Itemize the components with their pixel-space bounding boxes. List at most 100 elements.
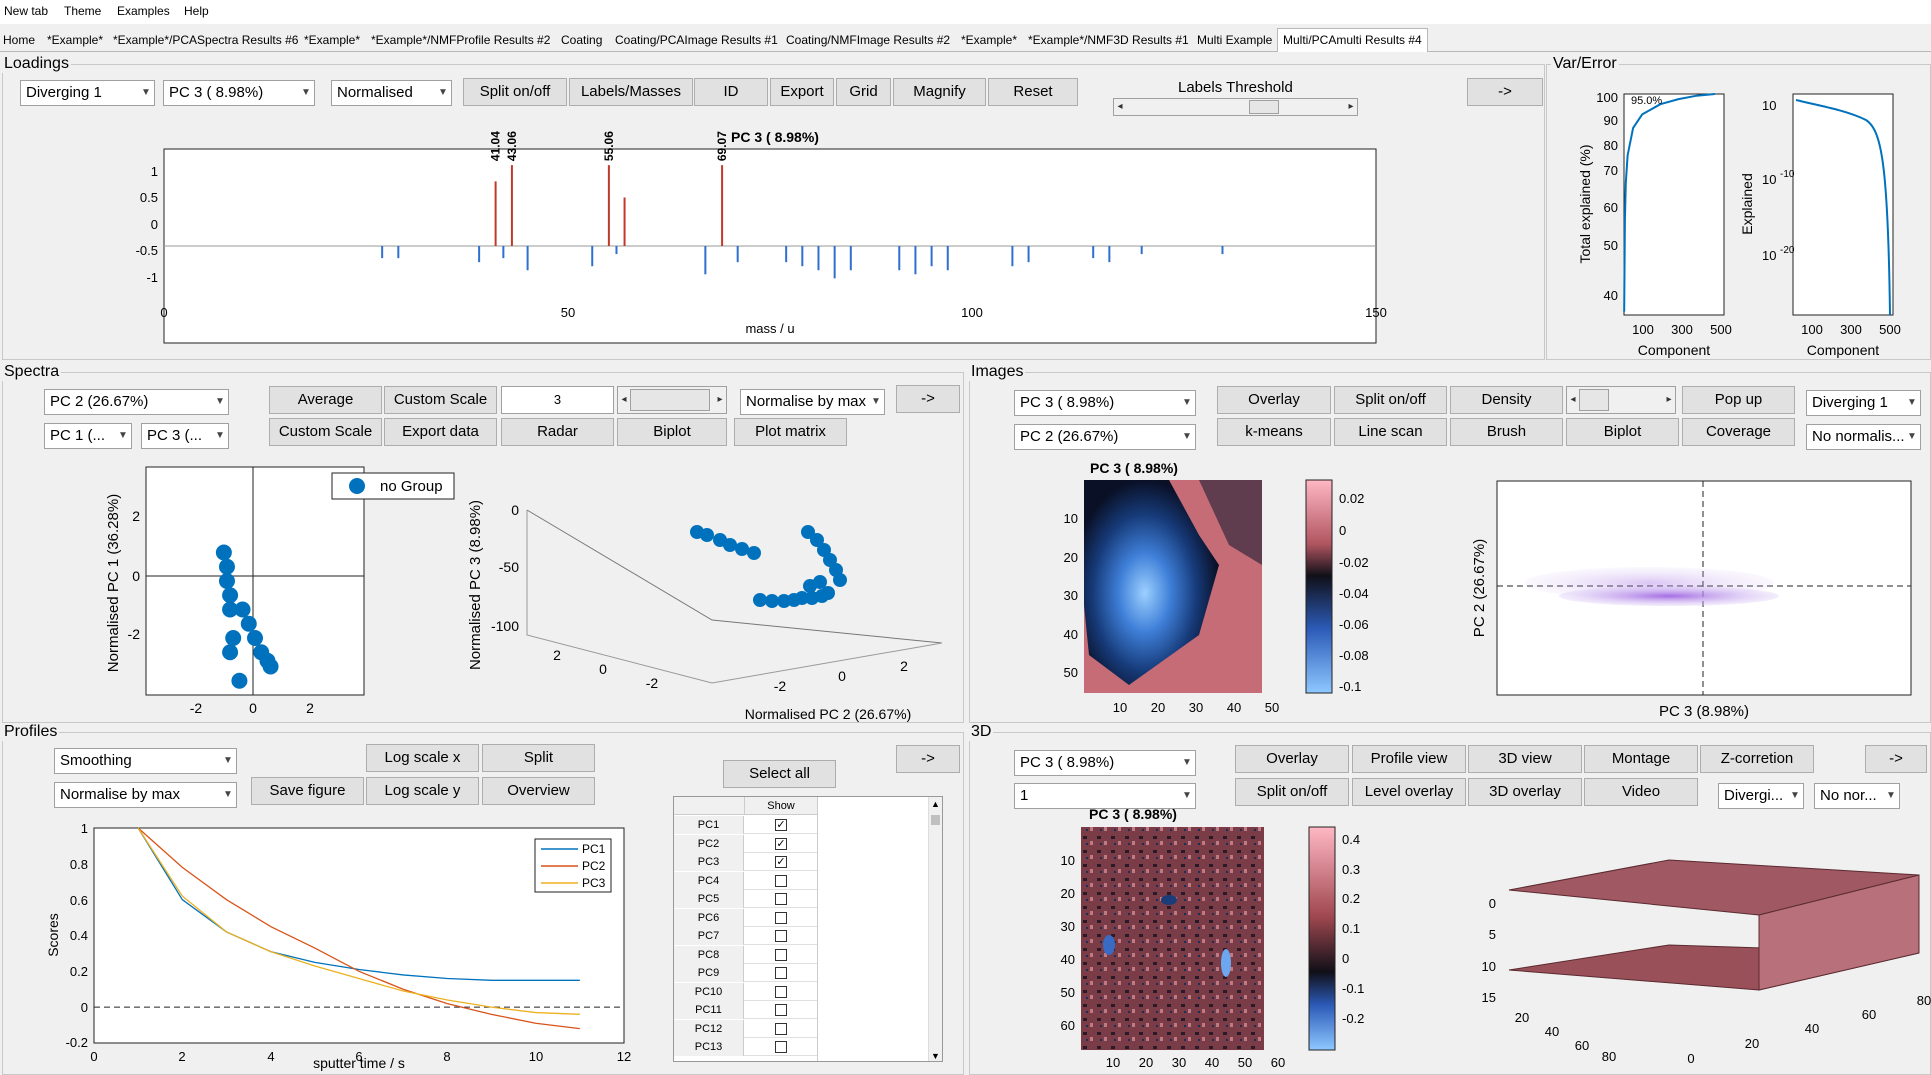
custom-scale-button[interactable]: Custom Scale	[384, 386, 497, 414]
table-row[interactable]: PC13	[674, 1038, 817, 1056]
menu-theme[interactable]: Theme	[64, 4, 102, 18]
tab-example-pcaspectra[interactable]: *Example*/PCASpectra Results #6	[113, 33, 299, 47]
profiles-popout-button[interactable]: ->	[896, 745, 960, 773]
labels-threshold-slider[interactable]: ◂ ▸	[1113, 98, 1358, 116]
show-checkbox[interactable]	[775, 948, 787, 961]
id-button[interactable]: ID	[694, 78, 768, 106]
show-checkbox[interactable]	[775, 930, 787, 942]
loadings-colormap-select[interactable]: Diverging 1 ▼	[20, 80, 155, 106]
export-button[interactable]: Export	[770, 78, 834, 106]
tab-example-nmfprofile[interactable]: *Example*/NMFProfile Results #2	[371, 33, 551, 47]
three-d-overlay-3d-button[interactable]: 3D overlay	[1468, 778, 1582, 806]
slider-thumb[interactable]	[630, 389, 710, 411]
tab-multi-example[interactable]: Multi Example	[1197, 33, 1273, 47]
tab-example-2[interactable]: *Example*	[304, 33, 361, 47]
show-checkbox[interactable]	[775, 967, 787, 979]
images-pc-a-select[interactable]: PC 3 ( 8.98%) ▼	[1014, 390, 1196, 416]
table-row[interactable]: PC9	[674, 964, 817, 982]
reset-button[interactable]: Reset	[988, 78, 1078, 106]
popup-button[interactable]: Pop up	[1682, 386, 1795, 414]
tab-coating[interactable]: Coating	[561, 33, 603, 47]
show-checkbox[interactable]: ✓	[775, 856, 787, 868]
three-d-norm-select[interactable]: No nor... ▼	[1814, 783, 1900, 809]
tab-example-nmf3d[interactable]: *Example*/NMF3D Results #1	[1028, 33, 1189, 47]
images-norm-select[interactable]: No normalis... ▼	[1806, 424, 1921, 450]
scale-input[interactable]: 3	[501, 386, 614, 414]
profiles-norm-select[interactable]: Normalise by max ▼	[54, 782, 237, 808]
z-correction-button[interactable]: Z-corretion	[1700, 745, 1814, 773]
table-row[interactable]: PC11	[674, 1001, 817, 1019]
show-checkbox[interactable]	[775, 1004, 787, 1016]
right-arrow-icon[interactable]: ▸	[1666, 394, 1672, 405]
three-d-split-button[interactable]: Split on/off	[1235, 778, 1349, 806]
three-d-colormap-select[interactable]: Divergi... ▼	[1718, 783, 1804, 809]
table-row[interactable]: PC4	[674, 871, 817, 890]
magnify-button[interactable]: Magnify	[893, 78, 986, 106]
radar-button[interactable]: Radar	[501, 418, 614, 446]
profiles-split-button[interactable]: Split	[482, 744, 595, 772]
slider-thumb[interactable]	[1579, 389, 1609, 411]
down-arrow-icon[interactable]: ▼	[931, 1051, 940, 1061]
left-arrow-icon[interactable]: ◂	[1117, 101, 1123, 112]
spectra-pc-c-select[interactable]: PC 3 (... ▼	[141, 423, 229, 449]
up-arrow-icon[interactable]: ▲	[931, 799, 940, 809]
images-overlay-button[interactable]: Overlay	[1217, 386, 1331, 414]
spectra-pc-b-select[interactable]: PC 1 (... ▼	[44, 423, 132, 449]
table-row[interactable]: PC3 ✓	[674, 853, 817, 871]
show-checkbox[interactable]	[775, 1041, 787, 1053]
table-row[interactable]: PC6	[674, 908, 817, 927]
show-checkbox[interactable]	[775, 911, 787, 924]
three-d-pc-select[interactable]: PC 3 ( 8.98%) ▼	[1014, 750, 1196, 776]
table-row[interactable]: PC2 ✓	[674, 834, 817, 853]
spectra-biplot-button[interactable]: Biplot	[617, 418, 727, 446]
show-checkbox[interactable]: ✓	[775, 819, 787, 831]
images-kmeans-button[interactable]: k-means	[1217, 418, 1331, 446]
spectra-popout-button[interactable]: ->	[896, 385, 960, 413]
tab-example[interactable]: *Example*	[47, 33, 104, 47]
loadings-pc-select[interactable]: PC 3 ( 8.98%) ▼	[163, 80, 315, 106]
log-scale-x-button[interactable]: Log scale x	[366, 744, 479, 772]
slider-thumb[interactable]	[1249, 100, 1279, 114]
profile-view-button[interactable]: Profile view	[1352, 745, 1466, 773]
tab-home[interactable]: Home	[3, 33, 36, 47]
line-scan-button[interactable]: Line scan	[1334, 418, 1447, 446]
images-slider[interactable]: ◂ ▸	[1566, 386, 1676, 414]
smoothing-select[interactable]: Smoothing ▼	[54, 748, 237, 774]
level-overlay-button[interactable]: Level overlay	[1352, 778, 1466, 806]
save-figure-button[interactable]: Save figure	[251, 777, 364, 805]
table-row[interactable]: PC7	[674, 927, 817, 945]
scroll-thumb[interactable]	[931, 815, 940, 825]
table-row[interactable]: PC10	[674, 982, 817, 1001]
density-button[interactable]: Density	[1450, 386, 1563, 414]
left-arrow-icon[interactable]: ◂	[1570, 394, 1576, 405]
average-button[interactable]: Average	[269, 386, 382, 414]
montage-button[interactable]: Montage	[1584, 745, 1698, 773]
show-checkbox[interactable]	[775, 893, 787, 905]
show-checkbox[interactable]: ✓	[775, 837, 787, 850]
loadings-norm-select[interactable]: Normalised ▼	[331, 80, 452, 106]
kmeans-button[interactable]: Custom Scale	[269, 418, 382, 446]
table-row[interactable]: PC12	[674, 1019, 817, 1038]
three-d-overlay-button[interactable]: Overlay	[1235, 745, 1349, 773]
brush-button[interactable]: Brush	[1450, 418, 1563, 446]
tab-multi-pcamulti[interactable]: Multi/PCAmulti Results #4	[1277, 28, 1428, 52]
show-checkbox[interactable]	[775, 874, 787, 887]
grid-button[interactable]: Grid	[836, 78, 891, 106]
labels-masses-button[interactable]: Labels/Masses	[569, 78, 693, 106]
spectra-slider[interactable]: ◂ ▸	[617, 386, 727, 414]
right-arrow-icon[interactable]: ▸	[1348, 101, 1354, 112]
table-scrollbar[interactable]: ▲ ▼	[928, 797, 942, 1061]
images-biplot-button[interactable]: Biplot	[1566, 418, 1679, 446]
select-all-button[interactable]: Select all	[723, 760, 836, 788]
tab-example-3[interactable]: *Example*	[961, 33, 1018, 47]
menu-new-tab[interactable]: New tab	[4, 4, 49, 18]
images-colormap-select[interactable]: Diverging 1 ▼	[1806, 390, 1921, 416]
plot-matrix-button[interactable]: Plot matrix	[734, 418, 847, 446]
loadings-popout-button[interactable]: ->	[1467, 78, 1543, 106]
tab-coating-nmfimage[interactable]: Coating/NMFImage Results #2	[786, 33, 951, 47]
three-d-view-button[interactable]: 3D view	[1468, 745, 1582, 773]
table-row[interactable]: PC1 ✓	[674, 816, 817, 834]
spectra-pc-a-select[interactable]: PC 2 (26.67%) ▼	[44, 389, 229, 415]
images-split-button[interactable]: Split on/off	[1334, 386, 1447, 414]
show-checkbox[interactable]	[775, 1022, 787, 1035]
